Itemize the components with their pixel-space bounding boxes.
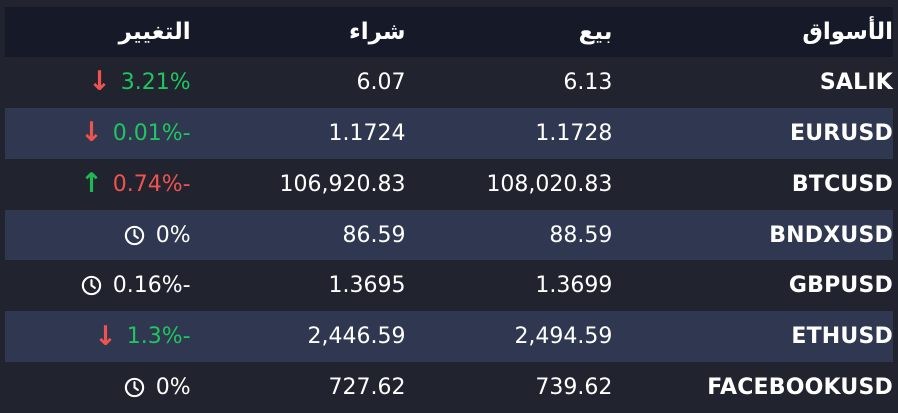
header-change: التغيير xyxy=(118,19,191,45)
table-row[interactable]: EURUSD 1.1728 1.1724 ↓ 0.01%- xyxy=(5,107,893,159)
table-row[interactable]: BTCUSD 108,020.83 106,920.83 ↑ 0.74%- xyxy=(5,159,893,210)
table-row[interactable]: BNDXUSD 88.59 86.59 0% xyxy=(5,209,893,261)
change-value: 0.74%- xyxy=(112,171,191,197)
change-value: 0.01%- xyxy=(112,120,191,146)
arrow-down-icon: ↓ xyxy=(88,66,111,98)
arrow-up-icon: ↑ xyxy=(80,168,103,200)
change-cell: ↓ 0.01%- xyxy=(5,117,191,149)
header-markets: الأسواق xyxy=(802,19,893,45)
change-cell: 0.16%- xyxy=(5,273,191,298)
table-row[interactable]: SALIK 6.13 6.07 ↓ 3.21% xyxy=(5,57,893,108)
buy-price: 1.1724 xyxy=(328,120,406,146)
sell-price: 108,020.83 xyxy=(486,171,613,197)
clock-icon xyxy=(123,376,146,399)
buy-price: 86.59 xyxy=(342,222,406,248)
arrow-down-icon: ↓ xyxy=(80,117,103,149)
sell-price: 2,494.59 xyxy=(514,324,613,350)
buy-price: 2,446.59 xyxy=(307,324,406,350)
market-name: BTCUSD xyxy=(791,171,893,197)
buy-price: 6.07 xyxy=(356,69,406,95)
change-cell: 0% xyxy=(5,375,191,400)
change-cell: ↓ 3.21% xyxy=(5,68,191,96)
sell-price: 1.1728 xyxy=(535,120,613,146)
buy-price: 106,920.83 xyxy=(279,171,406,197)
table-row[interactable]: GBPUSD 1.3699 1.3695 0.16%- xyxy=(5,260,893,311)
header-sell: بيع xyxy=(578,19,613,45)
change-cell: ↑ 0.74%- xyxy=(5,168,191,200)
change-cell: ↓ 1.3%- xyxy=(5,320,191,352)
change-value: 1.3%- xyxy=(126,324,191,350)
clock-icon xyxy=(80,274,103,297)
sell-price: 739.62 xyxy=(535,375,613,401)
change-value: 3.21% xyxy=(120,69,191,95)
clock-icon xyxy=(123,224,146,247)
change-cell: 0% xyxy=(5,223,191,248)
buy-price: 1.3695 xyxy=(328,273,406,299)
table-row[interactable]: ETHUSD 2,494.59 2,446.59 ↓ 1.3%- xyxy=(5,311,893,363)
table-header-row: الأسواق بيع شراء التغيير xyxy=(5,7,893,57)
market-name: FACEBOOKUSD xyxy=(707,375,893,401)
sell-price: 6.13 xyxy=(563,69,613,95)
market-name: GBPUSD xyxy=(788,273,893,299)
table-row[interactable]: FACEBOOKUSD 739.62 727.62 0% xyxy=(5,362,893,413)
change-value: 0% xyxy=(155,375,191,401)
header-buy: شراء xyxy=(348,19,406,45)
change-value: 0.16%- xyxy=(112,273,191,299)
arrow-down-icon: ↓ xyxy=(94,320,117,352)
market-name: EURUSD xyxy=(789,120,893,146)
market-name: BNDXUSD xyxy=(769,222,893,248)
market-name: SALIK xyxy=(819,69,893,95)
change-value: 0% xyxy=(155,222,191,248)
sell-price: 88.59 xyxy=(549,222,613,248)
sell-price: 1.3699 xyxy=(535,273,613,299)
market-name: ETHUSD xyxy=(791,324,893,350)
buy-price: 727.62 xyxy=(328,375,406,401)
